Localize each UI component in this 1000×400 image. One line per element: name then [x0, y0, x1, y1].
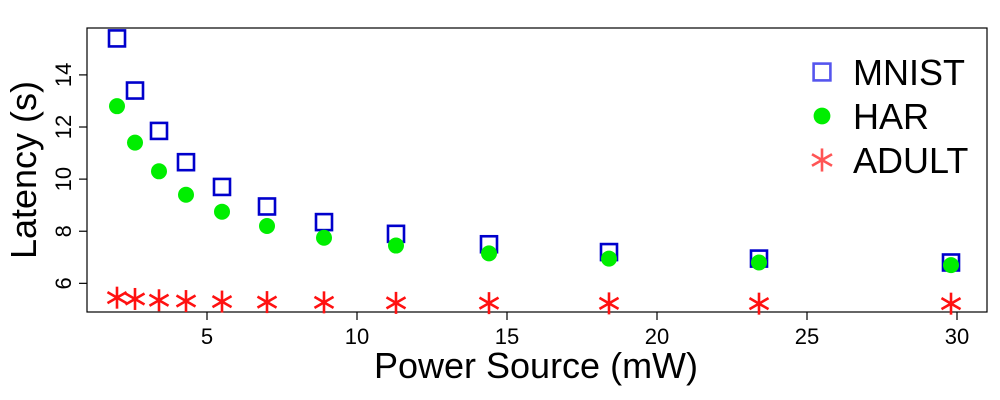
plot-frame: [86, 27, 988, 313]
adult-point: [598, 292, 620, 315]
x-tick-label: 25: [795, 324, 819, 349]
mnist-point: [314, 212, 334, 232]
x-tick-label: 20: [645, 324, 669, 349]
x-tick-label: 15: [495, 324, 519, 349]
x-axis-title: Power Source (mW): [374, 345, 698, 386]
y-axis: 6 8 10 12 14: [51, 63, 87, 289]
legend-adult-marker: [811, 148, 833, 172]
y-tick-label: 14: [51, 63, 76, 87]
data-marks: [106, 29, 962, 315]
legend-har-marker: [813, 107, 831, 125]
adult-point: [148, 289, 170, 312]
mnist-point: [125, 81, 145, 100]
mnist-point: [257, 197, 277, 216]
mnist-point: [149, 121, 169, 141]
y-tick-label: 10: [51, 167, 76, 191]
har-point: [601, 250, 617, 267]
y-tick-label: 8: [51, 225, 76, 237]
adult-point: [256, 291, 278, 314]
legend-adult-label: ADULT: [853, 140, 968, 181]
adult-point: [175, 290, 197, 313]
har-point: [943, 257, 959, 274]
adult-point: [211, 290, 233, 313]
adult-point: [124, 287, 146, 310]
legend-mnist-marker: [812, 62, 832, 82]
legend-har-label: HAR: [853, 96, 929, 137]
x-tick-label: 5: [201, 324, 213, 349]
har-point: [127, 134, 143, 151]
har-point: [751, 254, 767, 271]
adult-point: [385, 291, 407, 314]
y-tick-label: 6: [51, 277, 76, 289]
adult-point: [748, 292, 770, 315]
har-point: [259, 218, 275, 235]
x-axis: 5 10 15 20 25 30: [201, 312, 969, 349]
har-point: [178, 186, 194, 203]
adult-point: [940, 292, 962, 315]
adult-point: [313, 291, 335, 314]
har-point: [151, 163, 167, 180]
har-point: [388, 237, 404, 254]
y-tick-label: 12: [51, 115, 76, 139]
har-point: [109, 98, 125, 115]
mnist-point: [212, 177, 232, 197]
adult-point: [106, 286, 128, 309]
legend-mnist-label: MNIST: [853, 52, 965, 93]
x-tick-label: 10: [345, 324, 369, 349]
adult-point: [478, 292, 500, 315]
mnist-point: [176, 152, 196, 172]
har-point: [316, 229, 332, 246]
har-point: [214, 203, 230, 220]
x-tick-label: 30: [945, 324, 969, 349]
har-point: [481, 245, 497, 262]
mnist-point: [107, 29, 127, 48]
y-axis-title: Latency (s): [3, 81, 44, 259]
